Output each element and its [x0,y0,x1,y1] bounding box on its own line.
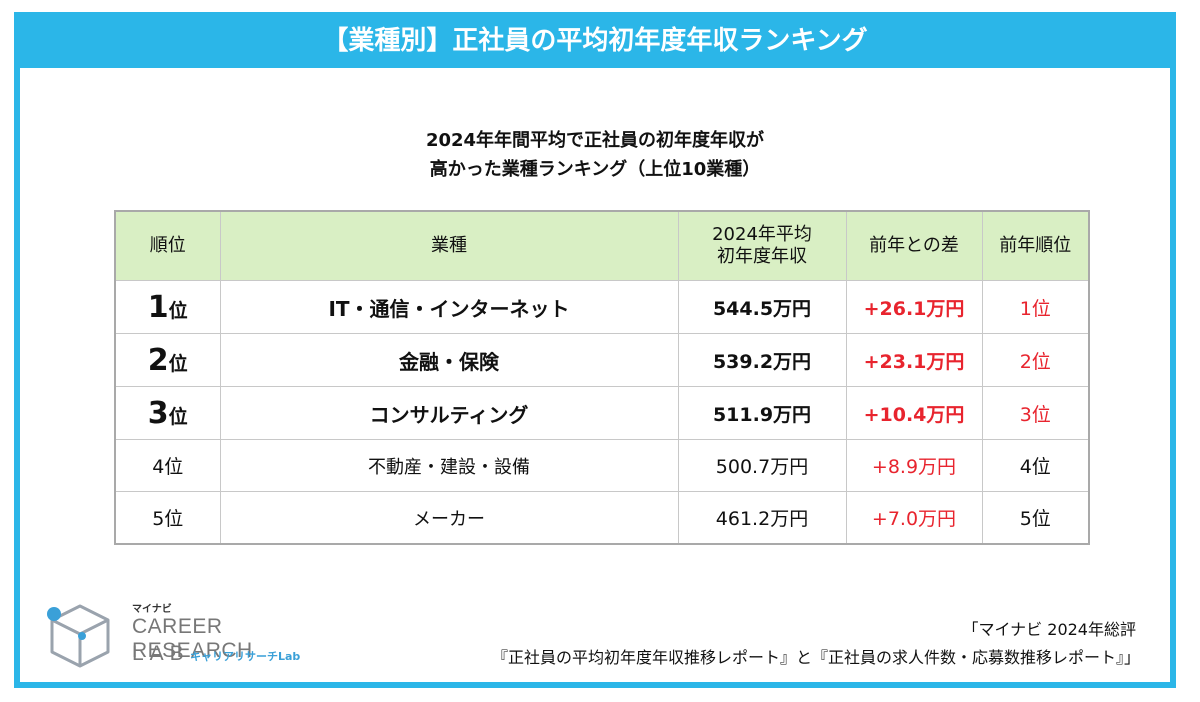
rank-cell: 5位 [114,491,221,545]
industry-cell: コンサルティング [219,386,679,440]
diff-cell: +26.1万円 [845,280,983,334]
salary-cell: 544.5万円 [677,280,847,334]
header-prev-rank: 前年順位 [981,210,1090,281]
diff-cell: +10.4万円 [845,386,983,440]
diff-cell: +7.0万円 [845,491,983,545]
career-research-lab-logo: マイナビ CAREER RESEARCH LAB キャリアリサーチLab [40,590,340,680]
source-note: 「マイナビ 2024年総評 『正社員の平均初年度年収推移レポート』と『正社員の求… [492,616,1140,672]
infographic-frame: 【業種別】正社員の平均初年度年収ランキング 2024年年間平均で正社員の初年度年… [14,12,1176,688]
rank-number: 2 [147,342,169,378]
prev-rank-cell: 1位 [981,280,1090,334]
salary-cell: 500.7万円 [677,439,847,492]
rank-number: 5 [152,508,165,530]
header-salary-line-2: 初年度年収 [717,246,807,267]
rank-number: 3 [147,395,169,431]
logo-brand-small: マイナビ [132,604,172,615]
page-title: 【業種別】正社員の平均初年度年収ランキング [20,18,1170,68]
logo-main-text: CAREER RESEARCH [132,615,253,662]
logo-kana-text: キャリアリサーチLab [190,650,301,663]
diff-cell: +23.1万円 [845,333,983,387]
prev-rank-cell: 4位 [981,439,1090,492]
chart-subtitle: 2024年年間平均で正社員の初年度年収が 高かった業種ランキング（上位10業種） [20,126,1170,184]
table-header-row: 順位 業種 2024年平均 初年度年収 前年との差 前年順位 [114,210,1090,281]
rank-number: 1 [147,289,169,325]
prev-rank-cell: 2位 [981,333,1090,387]
rank-number: 4 [152,456,165,478]
rank-suffix: 位 [168,405,188,428]
rank-suffix: 位 [168,352,188,375]
header-industry: 業種 [219,210,679,281]
rank-suffix: 位 [164,456,184,478]
industry-cell: 金融・保険 [219,333,679,387]
rank-cell: 3位 [114,386,221,440]
industry-cell: 不動産・建設・設備 [219,439,679,492]
diff-cell: +8.9万円 [845,439,983,492]
rank-cell: 1位 [114,280,221,334]
source-line-2: 『正社員の平均初年度年収推移レポート』と『正社員の求人件数・応募数推移レポート』… [491,648,1140,667]
logo-lab-text: LAB [132,642,190,665]
cube-logo-icon [47,604,110,668]
header-salary: 2024年平均 初年度年収 [677,210,847,281]
header-diff: 前年との差 [845,210,983,281]
industry-cell: メーカー [219,491,679,545]
rank-cell: 4位 [114,439,221,492]
rank-suffix: 位 [164,508,184,530]
salary-cell: 461.2万円 [677,491,847,545]
prev-rank-cell: 3位 [981,386,1090,440]
rank-suffix: 位 [168,299,188,322]
header-salary-line-1: 2024年平均 [712,224,812,245]
salary-cell: 511.9万円 [677,386,847,440]
rank-cell: 2位 [114,333,221,387]
salary-cell: 539.2万円 [677,333,847,387]
source-line-1: 「マイナビ 2024年総評 [962,620,1137,639]
table-row: 3位 コンサルティング 511.9万円 +10.4万円 3位 [114,386,1090,440]
subtitle-line-1: 2024年年間平均で正社員の初年度年収が [425,130,765,151]
table-row: 1位 IT・通信・インターネット 544.5万円 +26.1万円 1位 [114,280,1090,334]
ranking-table: 順位 業種 2024年平均 初年度年収 前年との差 前年順位 1位 IT・通信・… [114,210,1090,545]
industry-cell: IT・通信・インターネット [219,280,679,334]
subtitle-line-2: 高かった業種ランキング（上位10業種） [429,159,761,180]
header-rank: 順位 [114,210,221,281]
table-row: 5位 メーカー 461.2万円 +7.0万円 5位 [114,491,1090,545]
table-row: 4位 不動産・建設・設備 500.7万円 +8.9万円 4位 [114,439,1090,492]
prev-rank-cell: 5位 [981,491,1090,545]
table-row: 2位 金融・保険 539.2万円 +23.1万円 2位 [114,333,1090,387]
